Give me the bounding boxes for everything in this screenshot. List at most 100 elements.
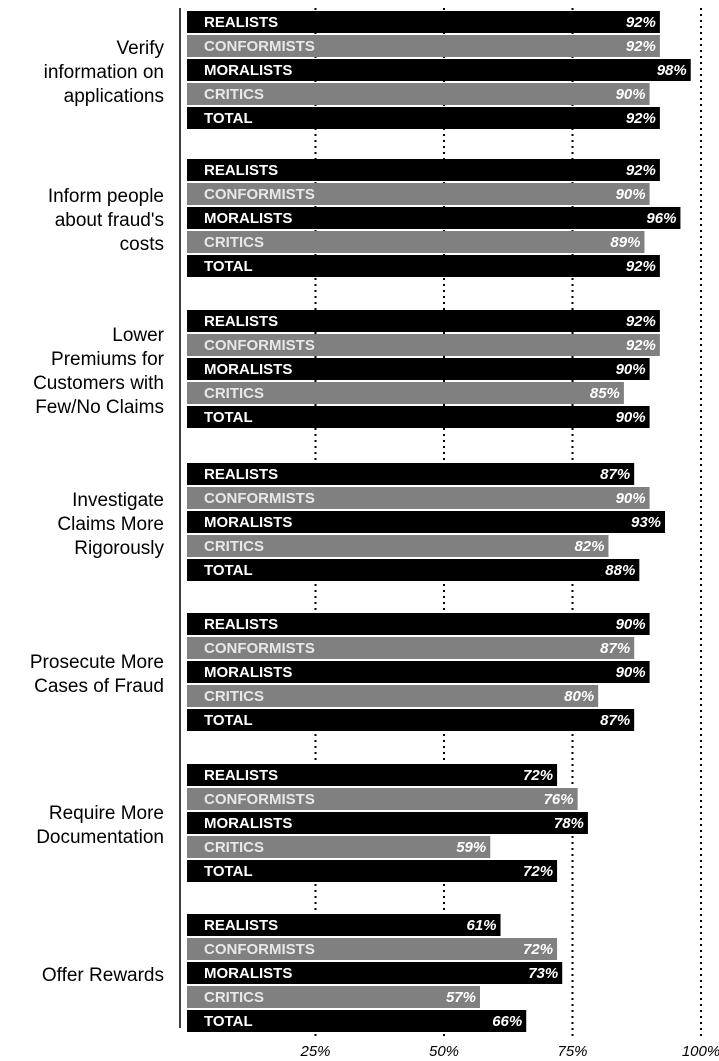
series-label: TOTAL: [204, 712, 253, 729]
data-label: 57%: [446, 989, 476, 1006]
bar: [187, 535, 609, 557]
series-label: TOTAL: [204, 1013, 253, 1030]
series-label: REALISTS: [204, 616, 278, 633]
series-label: CRITICS: [204, 989, 264, 1006]
bar: [187, 83, 650, 105]
series-label: MORALISTS: [204, 965, 292, 982]
group-label: Offer Rewards: [42, 965, 164, 986]
bar: [187, 107, 660, 129]
data-label: 59%: [456, 839, 486, 856]
data-label: 89%: [610, 234, 640, 251]
series-label: TOTAL: [204, 258, 253, 275]
series-label: REALISTS: [204, 14, 278, 31]
bar: [187, 860, 558, 882]
series-label: CONFORMISTS: [204, 38, 315, 55]
bar: [187, 358, 650, 380]
data-label: 73%: [528, 965, 558, 982]
bar: [187, 35, 660, 57]
series-label: MORALISTS: [204, 361, 292, 378]
bar: [187, 938, 558, 960]
bar: [187, 709, 635, 731]
bar: [187, 334, 660, 356]
bar: [187, 962, 563, 984]
series-label: REALISTS: [204, 313, 278, 330]
data-label: 82%: [574, 538, 604, 555]
bar: [187, 463, 635, 485]
series-label: CONFORMISTS: [204, 337, 315, 354]
bar: [187, 159, 660, 181]
series-label: MORALISTS: [204, 62, 292, 79]
bar: [187, 914, 501, 936]
data-label: 92%: [626, 38, 656, 55]
bar: [187, 382, 624, 404]
data-label: 96%: [646, 210, 676, 227]
data-label: 92%: [626, 14, 656, 31]
data-label: 72%: [523, 767, 553, 784]
bar: [187, 788, 578, 810]
bar: [187, 207, 681, 229]
bar: [187, 406, 650, 428]
data-label: 90%: [616, 409, 646, 426]
data-label: 92%: [626, 162, 656, 179]
bar: [187, 685, 599, 707]
series-label: MORALISTS: [204, 514, 292, 531]
series-label: CRITICS: [204, 234, 264, 251]
bar: [187, 511, 666, 533]
tick-label: 50%: [429, 1043, 459, 1060]
data-label: 66%: [492, 1013, 522, 1030]
series-label: MORALISTS: [204, 210, 292, 227]
data-label: 61%: [467, 917, 497, 934]
data-label: 92%: [626, 258, 656, 275]
bar: [187, 836, 491, 858]
bar: [187, 1010, 527, 1032]
data-label: 87%: [600, 466, 630, 483]
data-label: 88%: [605, 562, 635, 579]
data-label: 72%: [523, 941, 553, 958]
series-label: CONFORMISTS: [204, 791, 315, 808]
data-label: 90%: [616, 186, 646, 203]
data-label: 90%: [616, 490, 646, 507]
series-label: MORALISTS: [204, 815, 292, 832]
series-label: CONFORMISTS: [204, 490, 315, 507]
data-label: 78%: [554, 815, 584, 832]
bar: [187, 764, 558, 786]
data-label: 80%: [564, 688, 594, 705]
data-label: 98%: [657, 62, 687, 79]
group-label: Investigate Claims More Rigorously: [57, 490, 164, 559]
data-label: 92%: [626, 110, 656, 127]
bar: [187, 812, 588, 834]
bar: [187, 255, 660, 277]
bar: [187, 559, 640, 581]
series-label: CRITICS: [204, 839, 264, 856]
bar: [187, 183, 650, 205]
data-label: 85%: [590, 385, 620, 402]
series-label: CRITICS: [204, 538, 264, 555]
series-label: TOTAL: [204, 110, 253, 127]
series-label: CRITICS: [204, 385, 264, 402]
series-label: REALISTS: [204, 767, 278, 784]
data-label: 90%: [616, 664, 646, 681]
series-label: TOTAL: [204, 863, 253, 880]
bar: [187, 59, 691, 81]
bar: [187, 637, 635, 659]
bar: [187, 661, 650, 683]
group-label: Lower Premiums for Customers with Few/No Cl…: [33, 325, 165, 418]
group-label: Require More Documentation: [36, 803, 164, 848]
bar: [187, 11, 660, 33]
data-label: 72%: [523, 863, 553, 880]
data-label: 87%: [600, 640, 630, 657]
bar: [187, 986, 480, 1008]
data-label: 76%: [544, 791, 574, 808]
tick-label: 100%: [682, 1043, 719, 1060]
series-label: CRITICS: [204, 86, 264, 103]
bar: [187, 487, 650, 509]
series-label: CONFORMISTS: [204, 640, 315, 657]
data-label: 92%: [626, 337, 656, 354]
tick-label: 25%: [299, 1043, 330, 1060]
group-label: Prosecute More Cases of Fraud: [30, 652, 164, 697]
data-label: 87%: [600, 712, 630, 729]
series-label: REALISTS: [204, 917, 278, 934]
bar: [187, 613, 650, 635]
tick-label: 75%: [557, 1043, 587, 1060]
